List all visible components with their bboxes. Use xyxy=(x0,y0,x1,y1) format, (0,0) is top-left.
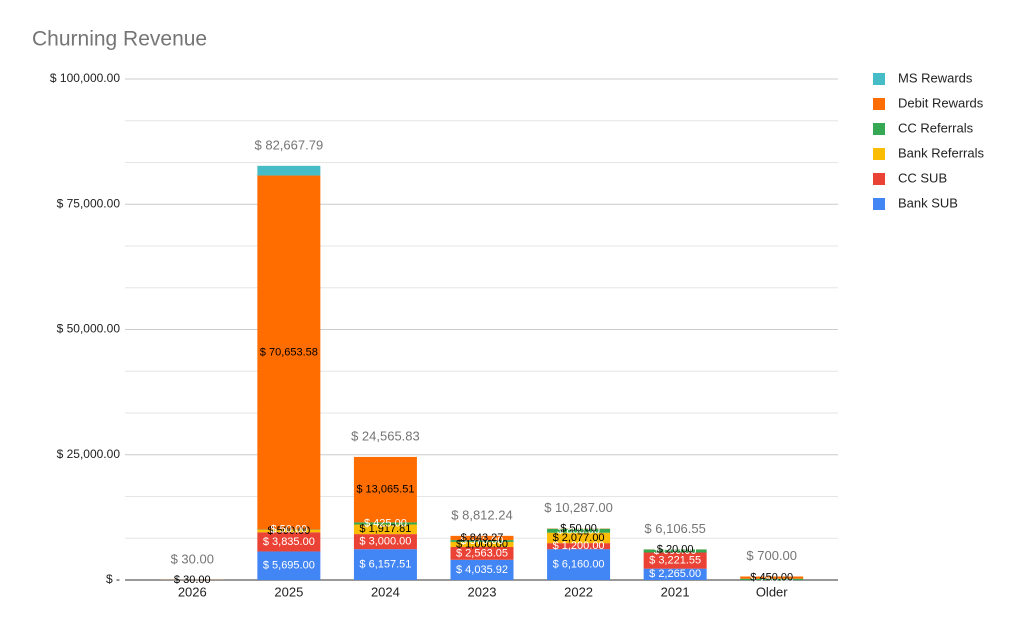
bar-segment xyxy=(547,528,611,533)
data-label: $ 370.00 xyxy=(461,535,504,547)
y-tick-label: $ 75,000.00 xyxy=(57,196,121,210)
bar-segment xyxy=(353,549,417,580)
y-tick-label: $ - xyxy=(106,572,120,586)
legend-swatch xyxy=(873,123,885,135)
data-label: $ 5,695.00 xyxy=(263,560,315,572)
total-label: $ 10,287.00 xyxy=(544,500,613,515)
data-label: $ 450.00 xyxy=(750,572,793,584)
x-tick-label: 2024 xyxy=(371,584,400,599)
legend-label: Debit Rewards xyxy=(898,95,984,110)
data-label: $ 425.00 xyxy=(364,517,407,529)
bar-segment xyxy=(643,549,707,553)
x-tick-label: 2023 xyxy=(468,584,497,599)
legend-swatch xyxy=(873,148,885,160)
data-label: $ 50.00 xyxy=(560,522,597,534)
data-label: $ 20.00 xyxy=(657,543,694,555)
x-tick-label: Older xyxy=(756,584,788,599)
bar-segment xyxy=(257,175,321,530)
data-label: $ 6,157.51 xyxy=(359,558,411,570)
y-tick-label: $ 100,000.00 xyxy=(50,71,120,85)
bar-segment xyxy=(450,546,514,560)
bar-segment xyxy=(450,535,514,541)
data-label: $ 2,265.00 xyxy=(649,568,701,580)
bar-segment xyxy=(353,524,417,535)
total-label: $ 30.00 xyxy=(171,551,214,566)
x-tick-label: 2021 xyxy=(661,584,690,599)
total-label: $ 82,667.79 xyxy=(255,137,324,152)
bar-segment xyxy=(740,576,804,579)
data-label: $ 1,000.00 xyxy=(456,538,508,550)
data-label: $ 1,200.00 xyxy=(553,540,605,552)
total-label: $ 700.00 xyxy=(746,548,797,563)
data-label: $ 843.27 xyxy=(461,532,504,544)
legend-label: CC SUB xyxy=(898,170,947,185)
bar-segment xyxy=(257,165,321,176)
data-label: $ 500.00 xyxy=(267,525,310,537)
x-tick-label: 2025 xyxy=(274,584,303,599)
chart-title: Churning Revenue xyxy=(32,28,207,51)
data-label: $ 2,563.05 xyxy=(456,547,508,559)
bar-segment xyxy=(450,559,514,580)
bar-segment xyxy=(353,534,417,550)
data-label: $ 1,917.81 xyxy=(359,523,411,535)
bar-segment xyxy=(547,532,611,544)
legend-swatch xyxy=(873,173,885,185)
bar-segment xyxy=(740,578,804,580)
total-label: $ 8,812.24 xyxy=(451,507,512,522)
legend-swatch xyxy=(873,98,885,110)
y-tick-label: $ 50,000.00 xyxy=(57,322,121,336)
data-label: $ 4,035.92 xyxy=(456,564,508,576)
bar-segment xyxy=(257,532,321,552)
data-label: $ 800.00 xyxy=(557,525,600,537)
bar-segment xyxy=(643,568,707,580)
data-label: $ 13,065.51 xyxy=(356,484,414,496)
bar-segment xyxy=(643,552,707,569)
bar-segment xyxy=(450,540,514,542)
legend-label: Bank SUB xyxy=(898,195,958,210)
data-label: $ 70,653.58 xyxy=(260,346,318,358)
y-tick-label: $ 25,000.00 xyxy=(57,447,121,461)
data-label: $ 2,077.00 xyxy=(553,532,605,544)
data-label: $ 3,835.00 xyxy=(263,536,315,548)
legend-label: CC Referrals xyxy=(898,120,974,135)
bar-segment xyxy=(257,551,321,580)
data-label: $ 6,160.00 xyxy=(553,558,605,570)
data-label: $ 600.00 xyxy=(654,545,697,557)
total-label: $ 6,106.55 xyxy=(644,521,705,536)
bar-segment xyxy=(353,456,417,523)
data-label: $ 50.00 xyxy=(271,524,308,536)
x-tick-label: 2026 xyxy=(178,584,207,599)
legend-label: Bank Referrals xyxy=(898,145,984,160)
bar-segment xyxy=(547,543,611,550)
bar-segment xyxy=(547,549,611,580)
legend-label: MS Rewards xyxy=(898,70,973,85)
bar-segment xyxy=(450,541,514,547)
total-label: $ 24,565.83 xyxy=(351,428,420,443)
data-label: $ 3,000.00 xyxy=(359,536,411,548)
data-label: $ 250.00 xyxy=(750,573,793,585)
x-tick-label: 2022 xyxy=(564,584,593,599)
legend-swatch xyxy=(873,73,885,85)
legend-swatch xyxy=(873,198,885,210)
data-label: $ 30.00 xyxy=(174,574,211,586)
bar-segment xyxy=(353,522,417,525)
bar-segment xyxy=(257,529,321,533)
data-label: $ 3,221.55 xyxy=(649,554,701,566)
